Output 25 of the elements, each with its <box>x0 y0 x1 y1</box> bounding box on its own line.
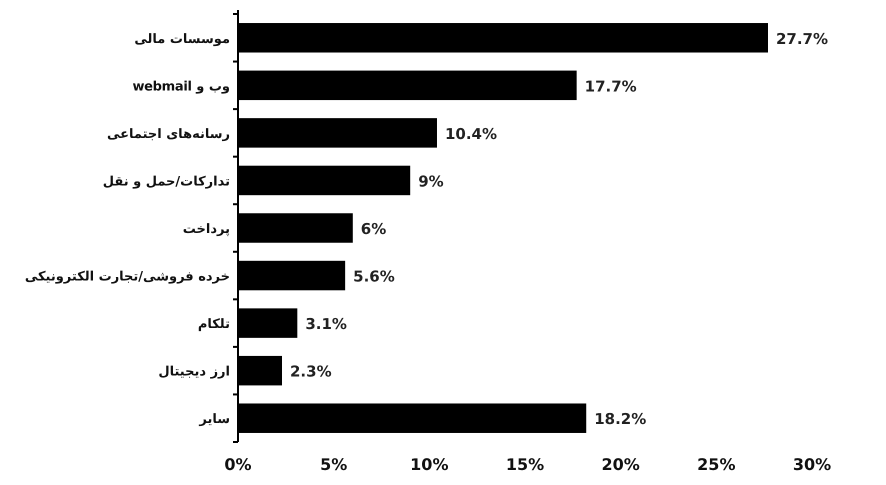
y-tick-label: سایر <box>198 412 230 428</box>
y-tick-label: موسسات مالی <box>134 32 230 47</box>
x-tick-label: 15% <box>506 455 544 474</box>
data-label: 5.6% <box>353 268 395 286</box>
y-tick-label: پرداخت <box>182 222 230 237</box>
data-label: 10.4% <box>444 124 498 143</box>
x-tick-label: 20% <box>602 455 640 474</box>
x-tick-label: 30% <box>792 455 832 474</box>
y-tick-label: ارز دیجیتال <box>158 364 230 380</box>
y-tick-label: وب و webmail <box>132 79 230 94</box>
data-label: 2.3% <box>290 362 332 381</box>
x-tick-label: 25% <box>697 455 736 474</box>
x-tick-label: 10% <box>410 455 448 474</box>
data-label: 18.2% <box>594 410 646 428</box>
y-tick-label: رسانه‌های اجتماعی <box>106 126 230 142</box>
data-label: 27.7% <box>776 30 828 48</box>
x-tick-label: 0% <box>224 455 252 474</box>
data-label: 17.7% <box>584 77 637 96</box>
y-tick-label: تدارکات/حمل و نقل <box>102 174 230 190</box>
data-label: 6% <box>360 220 386 238</box>
data-label: 3.1% <box>305 315 347 334</box>
y-tick-label: تلکام <box>198 317 230 332</box>
x-tick-label: 5% <box>320 455 348 474</box>
data-label: 9% <box>418 172 444 190</box>
y-tick-label: خرده فروشی/تجارت الکترونیکی <box>24 270 230 285</box>
